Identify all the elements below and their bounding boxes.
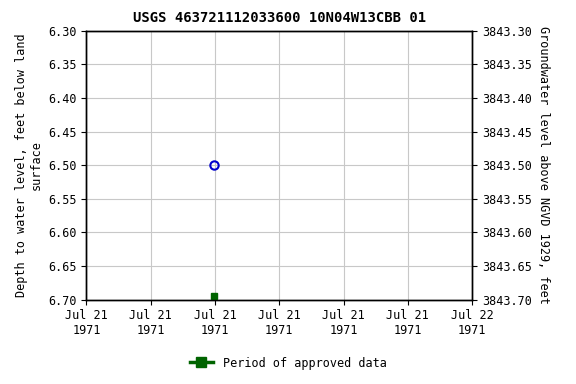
Title: USGS 463721112033600 10N04W13CBB 01: USGS 463721112033600 10N04W13CBB 01: [133, 12, 426, 25]
Y-axis label: Groundwater level above NGVD 1929, feet: Groundwater level above NGVD 1929, feet: [537, 26, 551, 304]
Y-axis label: Depth to water level, feet below land
surface: Depth to water level, feet below land su…: [14, 33, 43, 297]
Legend: Period of approved data: Period of approved data: [185, 352, 391, 374]
